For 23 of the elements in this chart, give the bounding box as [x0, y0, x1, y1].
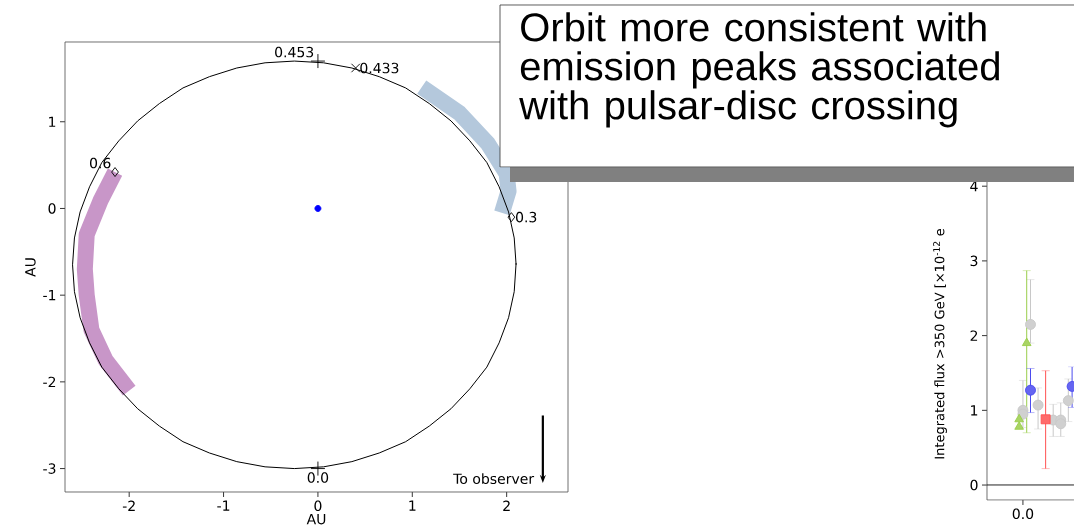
x-tick-label: 2 [503, 500, 510, 511]
annotation: 0.433 [360, 62, 399, 74]
annotation: 0.3 [516, 211, 537, 223]
y-tick-label: 0 [48, 203, 56, 214]
annotation: 0.453 [275, 46, 314, 58]
annotation: Orbit more consistent with emission peaks associated with pulsar-disc crossing [519, 12, 999, 128]
x-tick-label: -1 [217, 500, 230, 511]
y-tick-label: 1 [971, 405, 978, 416]
y-tick-label: 3 [970, 255, 978, 267]
y-tick-label: 1 [49, 116, 56, 127]
y-tick-label: -3 [43, 463, 56, 474]
x-tick-label: -2 [122, 500, 135, 511]
y-tick-label: 2 [970, 330, 978, 341]
y-axis-title: Integrated flux >350 GeV [×10$^{-12}$ e [933, 228, 947, 459]
x-tick-label: 0 [314, 500, 322, 512]
x-tick-label: 1 [409, 500, 416, 511]
x-axis-title: AU [306, 513, 326, 525]
y-tick-label: -1 [43, 290, 56, 301]
y-tick-label: -2 [43, 376, 56, 388]
y-axis-title: AU [25, 258, 36, 277]
y-tick-label: 0 [970, 479, 978, 491]
annotation: 0.0 [307, 472, 329, 483]
annotation: To observer [453, 473, 535, 485]
